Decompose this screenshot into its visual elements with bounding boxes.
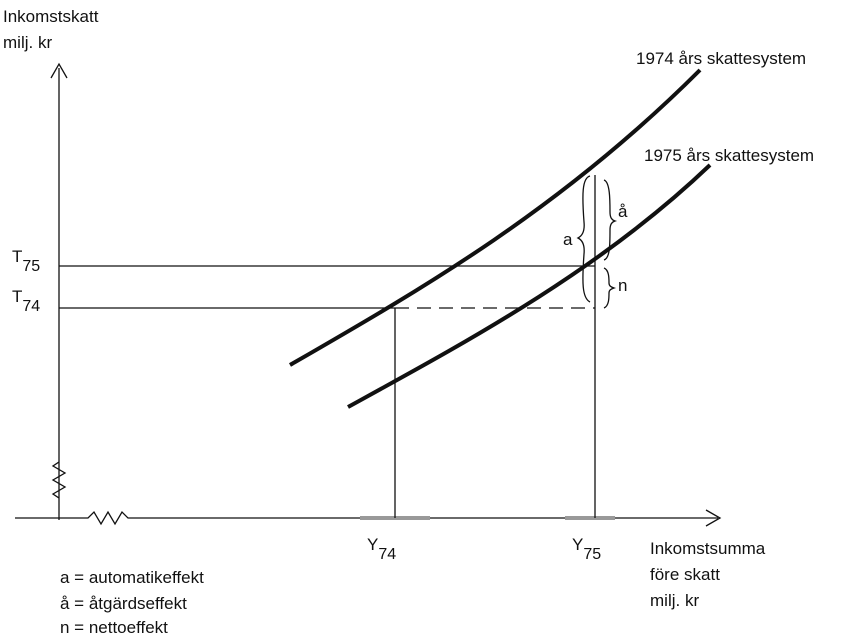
x-mark-sub: 75 xyxy=(583,546,601,563)
legend-item: å = åtgärdseffekt xyxy=(60,594,187,613)
x-mark-sub: 74 xyxy=(378,546,396,563)
brace-label: å xyxy=(618,202,628,221)
x-axis-label: före skatt xyxy=(650,565,720,584)
y-mark-sub: 74 xyxy=(22,298,40,315)
x-mark: Y75 xyxy=(572,535,601,563)
y-mark-main: T xyxy=(12,247,22,266)
x-axis-label: milj. kr xyxy=(650,591,699,610)
y-axis-label: milj. kr xyxy=(3,33,52,52)
x-mark-main: Y xyxy=(572,535,583,554)
y-arrow xyxy=(50,62,68,79)
curve-1975 xyxy=(347,163,712,409)
curve-1974 xyxy=(289,68,702,367)
y-mark: T74 xyxy=(12,287,40,315)
y-axis xyxy=(51,68,67,520)
y-axis-label: Inkomstskatt xyxy=(3,7,99,26)
legend-item: a = automatikeffekt xyxy=(60,568,204,587)
x-mark-main: Y xyxy=(367,535,378,554)
y-mark-sub: 75 xyxy=(22,258,40,275)
curve-label: 1974 års skattesystem xyxy=(636,49,806,68)
y-mark: T75 xyxy=(12,247,40,275)
x-axis xyxy=(15,510,718,526)
x-axis-label: Inkomstsumma xyxy=(650,539,766,558)
curve-label: 1975 års skattesystem xyxy=(644,146,814,165)
brace-label: n xyxy=(618,276,627,295)
legend-item: n = nettoeffekt xyxy=(60,618,168,636)
x-mark: Y74 xyxy=(367,535,396,563)
brace-label: a xyxy=(563,230,573,249)
y-mark-main: T xyxy=(12,287,22,306)
brace-n xyxy=(603,267,617,309)
x-arrow xyxy=(705,509,722,527)
brace-a xyxy=(576,175,591,303)
brace-aa xyxy=(603,179,618,261)
